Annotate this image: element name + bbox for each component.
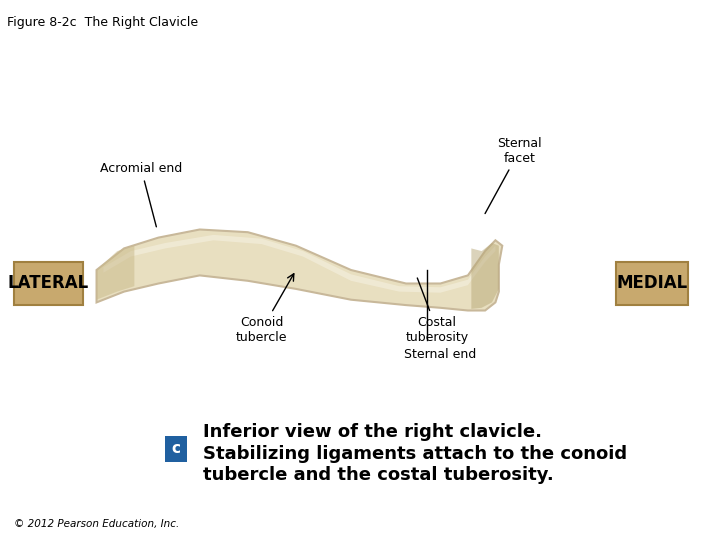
- Text: LATERAL: LATERAL: [8, 274, 89, 293]
- Text: tubercle and the costal tuberosity.: tubercle and the costal tuberosity.: [203, 466, 554, 484]
- Text: Stabilizing ligaments attach to the conoid: Stabilizing ligaments attach to the cono…: [203, 444, 627, 463]
- Polygon shape: [96, 230, 503, 310]
- Text: © 2012 Pearson Education, Inc.: © 2012 Pearson Education, Inc.: [14, 519, 179, 529]
- Text: Acromial end: Acromial end: [100, 163, 182, 227]
- Text: Inferior view of the right clavicle.: Inferior view of the right clavicle.: [203, 423, 542, 441]
- Text: Figure 8-2c  The Right Clavicle: Figure 8-2c The Right Clavicle: [7, 16, 198, 29]
- Polygon shape: [96, 246, 135, 300]
- Text: Costal
tuberosity: Costal tuberosity: [405, 278, 469, 344]
- Polygon shape: [472, 243, 499, 309]
- FancyBboxPatch shape: [14, 262, 83, 305]
- Text: MEDIAL: MEDIAL: [616, 274, 688, 293]
- Text: Sternal end: Sternal end: [404, 348, 477, 361]
- Text: c: c: [172, 441, 181, 456]
- FancyBboxPatch shape: [616, 262, 688, 305]
- Polygon shape: [104, 235, 495, 293]
- FancyBboxPatch shape: [166, 436, 187, 462]
- Text: Sternal
facet: Sternal facet: [485, 137, 541, 213]
- Text: Conoid
tubercle: Conoid tubercle: [236, 274, 294, 344]
